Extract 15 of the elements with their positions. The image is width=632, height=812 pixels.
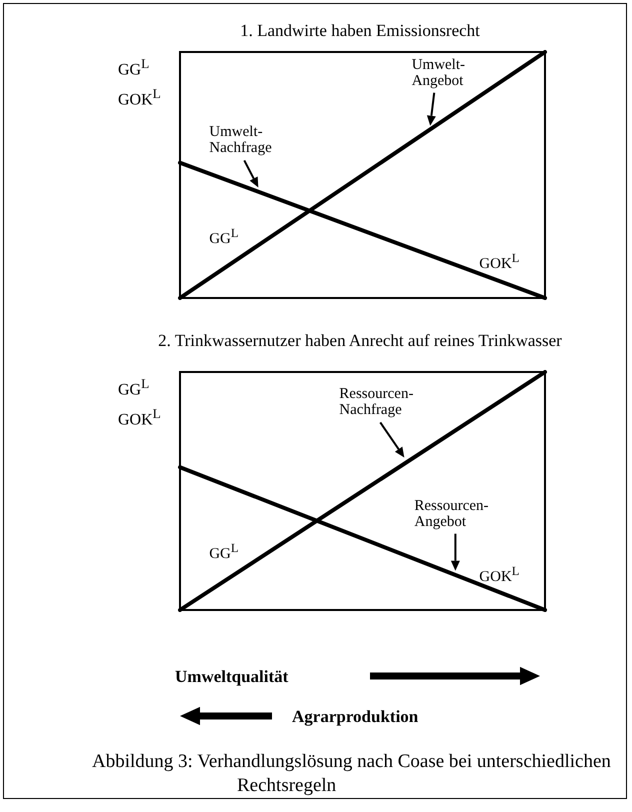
annotation: GOK$^{L}$ (479, 250, 520, 273)
text: Abbildung 3: Verhandlungslösung nach Coase bei unterschiedlichen Rechtsregeln (92, 750, 612, 798)
text: Agrarproduktion (292, 707, 418, 726)
annotation: GG$^{L}$ (209, 540, 238, 563)
text: Ressourcen-Nachfrage (339, 386, 414, 418)
annotation: GG$^{L}$ (209, 225, 238, 248)
series-label: Umwelt-Nachfrage (209, 124, 272, 156)
text: GG$^{L}$ GOK$^{L}$ (118, 56, 161, 109)
series-label: Umwelt-Angebot (412, 56, 466, 89)
annotation: GOK$^{L}$ (479, 563, 520, 586)
series-label: Ressourcen-Angebot (414, 498, 489, 530)
text: Umweltqualität (175, 667, 288, 686)
text: GG$^{L}$ GOK$^{L}$ (118, 376, 161, 429)
chart-title: 2. Trinkwassernutzer haben Anrecht auf reines Trinkwasser (157, 330, 563, 352)
chart-title: 1. Landwirte haben Emissionsrecht (239, 20, 481, 42)
